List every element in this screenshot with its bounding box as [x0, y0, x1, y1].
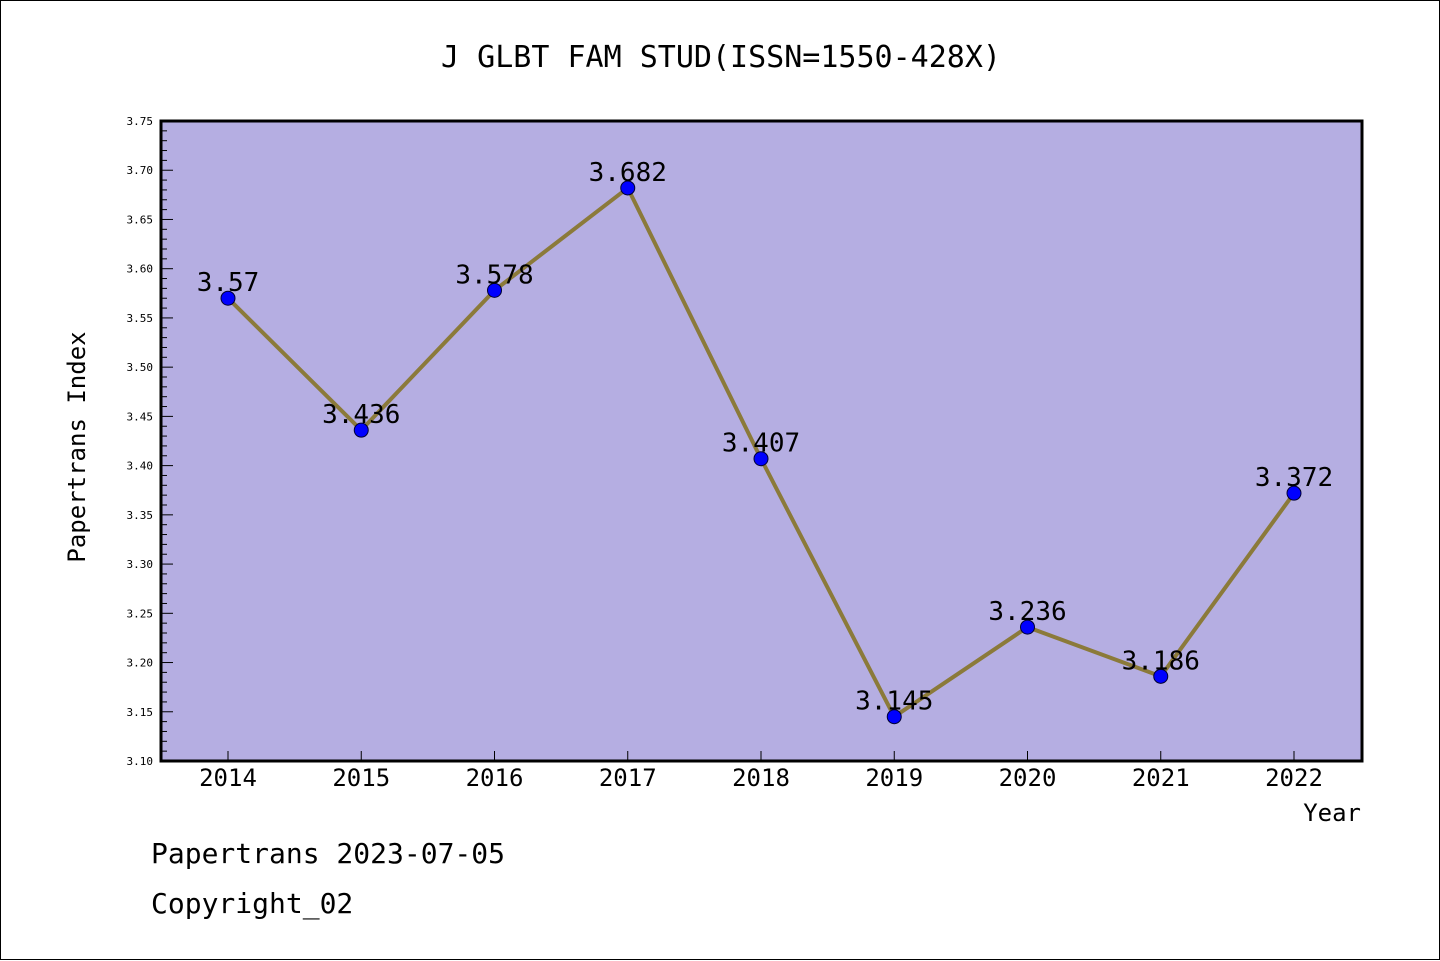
data-label-2020: 3.236 — [988, 597, 1066, 627]
data-point-2016 — [487, 282, 502, 298]
data-labels: 3.57 3.436 3.578 3.682 3.407 3.145 3.236 3.186 3… — [197, 158, 1333, 717]
data-label-2014: 3.57 — [197, 268, 260, 298]
x-tick-label: 2017 — [599, 764, 657, 792]
chart-title: J GLBT FAM STUD(ISSN=1550-428X) — [441, 40, 1001, 75]
x-tick-label: 2021 — [1132, 764, 1190, 792]
y-tick-label: 3.40 — [127, 460, 154, 473]
x-tick-label: 2014 — [199, 764, 257, 792]
data-point-2015 — [353, 422, 369, 438]
copyright-text: Copyright_02 — [151, 887, 354, 920]
y-tick-label: 3.60 — [127, 263, 154, 276]
x-tick-label: 2019 — [865, 764, 923, 792]
data-point-2022 — [1286, 485, 1302, 501]
data-point-2017 — [620, 180, 636, 196]
y-axis-label: Papertrans Index — [63, 331, 91, 562]
generated-date: Papertrans 2023-07-05 — [151, 837, 506, 870]
data-label-2018: 3.407 — [722, 429, 800, 459]
series-markers — [220, 180, 1302, 725]
y-tick-label: 3.55 — [127, 312, 154, 325]
x-axis-label: Year — [1303, 799, 1361, 827]
y-tick-label: 3.70 — [127, 164, 154, 177]
x-axis: 2014 2015 2016 2017 2018 2019 2020 2021 2022 — [199, 751, 1323, 792]
y-axis: 3.10 3.15 3.20 3.25 3.30 3.35 3.40 3.45 3.50 3.55… — [127, 115, 173, 768]
y-tick-label: 3.75 — [127, 115, 154, 128]
data-label-2015: 3.436 — [322, 400, 400, 430]
x-tick-label: 2015 — [332, 764, 390, 792]
y-tick-label: 3.20 — [127, 657, 154, 670]
y-tick-label: 3.45 — [127, 410, 154, 423]
data-label-2021: 3.186 — [1122, 646, 1200, 676]
y-tick-label: 3.35 — [127, 509, 154, 522]
x-tick-label: 2020 — [999, 764, 1057, 792]
plot-area — [159, 119, 1364, 763]
x-tick-label: 2016 — [466, 764, 524, 792]
y-tick-label: 3.15 — [127, 706, 154, 719]
y-tick-label: 3.65 — [127, 213, 154, 226]
data-point-2018 — [753, 451, 769, 467]
data-point-2021 — [1153, 668, 1169, 684]
data-label-2017: 3.682 — [589, 158, 667, 188]
y-tick-label: 3.30 — [127, 558, 154, 571]
y-tick-label: 3.10 — [127, 755, 154, 768]
data-point-2019 — [886, 709, 902, 725]
data-point-2020 — [1020, 619, 1035, 635]
x-tick-label: 2018 — [732, 764, 790, 792]
y-tick-label: 3.25 — [127, 607, 154, 620]
data-label-2022: 3.372 — [1255, 463, 1333, 493]
data-point-2014 — [220, 290, 236, 306]
data-label-2019: 3.145 — [855, 687, 933, 717]
y-tick-label: 3.50 — [127, 361, 154, 374]
data-label-2016: 3.578 — [455, 260, 533, 290]
x-tick-label: 2022 — [1265, 764, 1323, 792]
